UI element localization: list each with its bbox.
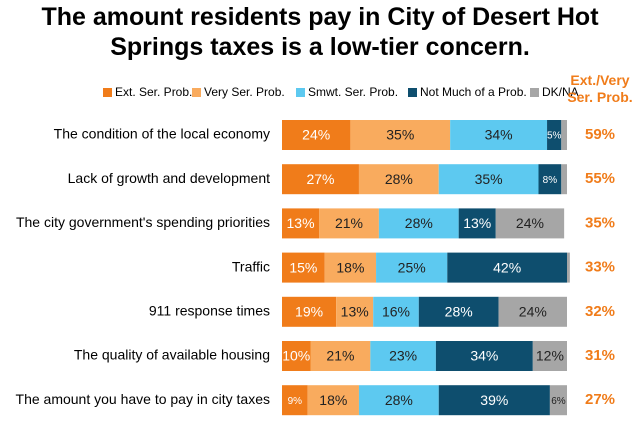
value-label: 34% bbox=[470, 348, 498, 364]
legend-label: DK/NA bbox=[542, 85, 579, 99]
legend-swatch bbox=[408, 88, 417, 97]
legend-label: Not Much of a Prob. bbox=[420, 85, 527, 99]
value-label: 6% bbox=[551, 396, 566, 407]
legend-label: Very Ser. Prob. bbox=[204, 85, 285, 99]
value-label: 13% bbox=[287, 215, 315, 231]
bar-segment bbox=[549, 385, 567, 416]
bar-segment bbox=[310, 341, 371, 371]
bar-segment bbox=[319, 208, 379, 239]
legend-label: Smwt. Ser. Prob. bbox=[308, 85, 398, 99]
value-label: 27% bbox=[306, 171, 334, 187]
value-label: 12% bbox=[536, 348, 564, 364]
value-label: 13% bbox=[463, 215, 491, 231]
bar-segment bbox=[282, 385, 308, 416]
value-label: 28% bbox=[385, 171, 413, 187]
value-label: 21% bbox=[335, 215, 363, 231]
value-label: 24% bbox=[302, 127, 330, 143]
bar-segment bbox=[532, 341, 567, 371]
bar-segment bbox=[438, 164, 539, 195]
legend-label: Ext. Ser. Prob. bbox=[115, 85, 192, 99]
bar-segment bbox=[282, 341, 311, 371]
value-label: 28% bbox=[445, 304, 473, 320]
value-label: 19% bbox=[295, 304, 323, 320]
bar-segment bbox=[567, 252, 570, 283]
value-label: 18% bbox=[336, 259, 364, 275]
bar-segment bbox=[438, 385, 550, 416]
value-label: 5% bbox=[547, 131, 562, 142]
category-label: The quality of available housing bbox=[74, 347, 270, 363]
value-label: 10% bbox=[282, 348, 310, 364]
category-label: 911 response times bbox=[149, 303, 270, 319]
bar-segment bbox=[282, 208, 320, 239]
value-label: 34% bbox=[485, 127, 513, 143]
bar-segment bbox=[498, 296, 567, 327]
bar-segment bbox=[376, 252, 448, 283]
category-label: The amount you have to pay in city taxes bbox=[16, 391, 270, 407]
value-label: 13% bbox=[341, 304, 369, 320]
value-label: 8% bbox=[543, 175, 558, 186]
bar-segment bbox=[358, 385, 439, 416]
value-label: 42% bbox=[493, 259, 521, 275]
legend-swatch bbox=[192, 88, 201, 97]
bar-segment bbox=[282, 120, 351, 150]
bar-segment bbox=[447, 252, 567, 283]
value-label: 35% bbox=[386, 127, 414, 143]
value-label: 9% bbox=[288, 396, 303, 407]
bar-segment bbox=[373, 296, 419, 327]
total-label: 55% bbox=[585, 170, 615, 187]
bar-segment bbox=[495, 208, 565, 239]
value-label: 39% bbox=[480, 392, 508, 408]
bar-segment bbox=[282, 252, 325, 283]
total-label: 33% bbox=[585, 259, 615, 276]
value-label: 25% bbox=[398, 259, 426, 275]
value-label: 15% bbox=[289, 259, 317, 275]
bar-segment bbox=[418, 296, 499, 327]
total-label: 32% bbox=[585, 303, 615, 320]
bar-segment bbox=[282, 296, 337, 327]
value-label: 28% bbox=[385, 392, 413, 408]
bar-segment bbox=[378, 208, 459, 239]
chart-title: The amount residents pay in City of Dese… bbox=[41, 3, 599, 61]
bar-segment bbox=[282, 164, 359, 195]
value-label: 16% bbox=[382, 304, 410, 320]
value-label: 28% bbox=[405, 215, 433, 231]
legend-swatch bbox=[530, 88, 539, 97]
value-label: 24% bbox=[516, 215, 544, 231]
bar-segment bbox=[561, 120, 567, 150]
value-label: 35% bbox=[475, 171, 503, 187]
bar-segment bbox=[358, 164, 439, 195]
bar-segment bbox=[350, 120, 451, 150]
legend-swatch bbox=[103, 88, 112, 97]
value-label: 24% bbox=[519, 304, 547, 320]
bar-segment bbox=[538, 164, 562, 195]
bar-segment bbox=[458, 208, 496, 239]
category-label: The city government's spending prioritie… bbox=[16, 214, 270, 230]
legend-swatch bbox=[296, 88, 305, 97]
bar-segment bbox=[336, 296, 374, 327]
value-label: 23% bbox=[389, 348, 417, 364]
bar-segment bbox=[307, 385, 359, 416]
category-label: Lack of growth and development bbox=[68, 170, 270, 186]
total-label: 35% bbox=[585, 214, 615, 231]
bar-segment bbox=[547, 120, 562, 150]
bar-segment bbox=[450, 120, 548, 150]
total-label: 27% bbox=[585, 391, 615, 408]
bar-segment bbox=[370, 341, 436, 371]
bar-segment bbox=[324, 252, 377, 283]
category-label: The condition of the local economy bbox=[54, 126, 270, 142]
value-label: 18% bbox=[319, 392, 347, 408]
total-label: 31% bbox=[585, 347, 615, 364]
bar-segment bbox=[435, 341, 533, 371]
category-label: Traffic bbox=[232, 258, 270, 274]
value-label: 21% bbox=[326, 348, 354, 364]
totals-title: Ext./Very Ser. Prob. bbox=[567, 72, 633, 105]
total-label: 59% bbox=[585, 126, 615, 143]
bar-segment bbox=[561, 164, 567, 195]
